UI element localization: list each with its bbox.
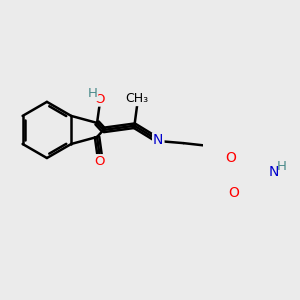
Text: O: O (225, 151, 236, 165)
Text: O: O (94, 155, 105, 168)
Text: N: N (268, 165, 279, 179)
Text: O: O (228, 186, 239, 200)
Text: O: O (94, 93, 105, 106)
Text: H: H (276, 160, 286, 173)
Text: CH₃: CH₃ (126, 92, 149, 105)
Text: N: N (153, 133, 164, 147)
Text: H: H (87, 87, 97, 100)
